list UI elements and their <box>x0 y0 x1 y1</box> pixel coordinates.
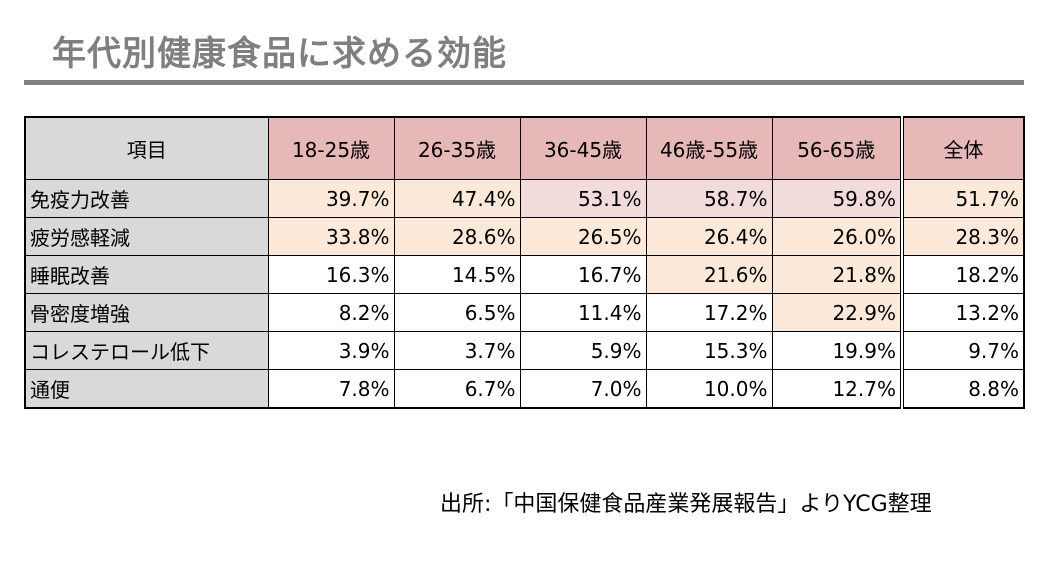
value-cell: 16.7% <box>519 255 647 294</box>
title-underline <box>24 80 1024 85</box>
value-cell: 16.3% <box>267 255 395 294</box>
value-cell: 47.4% <box>393 179 521 218</box>
table-row: 通便 7.8% 6.7% 7.0% 10.0% 12.7% 8.8% <box>24 369 1025 409</box>
column-header-age-56-65: 56-65歳 <box>771 116 903 180</box>
page-title: 年代別健康食品に求める効能 <box>52 34 507 74</box>
value-cell: 6.7% <box>393 369 521 409</box>
table-row: 睡眠改善 16.3% 14.5% 16.7% 21.6% 21.8% 18.2% <box>24 255 1025 294</box>
column-header-item: 項目 <box>24 116 269 180</box>
value-cell: 9.7% <box>900 331 1025 370</box>
value-cell: 21.8% <box>771 255 903 294</box>
table-row: 疲労感軽減 33.8% 28.6% 26.5% 26.4% 26.0% 28.3% <box>24 217 1025 256</box>
value-cell: 17.2% <box>645 293 773 332</box>
value-cell: 26.5% <box>519 217 647 256</box>
column-header-age-26-35: 26-35歳 <box>393 116 521 180</box>
value-cell: 58.7% <box>645 179 773 218</box>
value-cell: 3.9% <box>267 331 395 370</box>
efficacy-table: 項目 18-25歳 26-35歳 36-45歳 46歳-55歳 56-65歳 全… <box>24 116 1025 409</box>
value-cell: 53.1% <box>519 179 647 218</box>
value-cell: 18.2% <box>900 255 1025 294</box>
column-header-age-46-55: 46歳-55歳 <box>645 116 773 180</box>
value-cell: 26.0% <box>771 217 903 256</box>
value-cell: 33.8% <box>267 217 395 256</box>
row-label: コレステロール低下 <box>24 331 269 370</box>
value-cell: 22.9% <box>771 293 903 332</box>
row-label: 骨密度増強 <box>24 293 269 332</box>
column-header-age-18-25: 18-25歳 <box>267 116 395 180</box>
value-cell: 7.0% <box>519 369 647 409</box>
table-body: 免疫力改善 39.7% 47.4% 53.1% 58.7% 59.8% 51.7% 疲労感軽減… <box>24 179 1025 409</box>
table-row: 骨密度増強 8.2% 6.5% 11.4% 17.2% 22.9% 13.2% <box>24 293 1025 332</box>
value-cell: 15.3% <box>645 331 773 370</box>
value-cell: 39.7% <box>267 179 395 218</box>
value-cell: 8.2% <box>267 293 395 332</box>
value-cell: 28.3% <box>900 217 1025 256</box>
value-cell: 3.7% <box>393 331 521 370</box>
table-row: コレステロール低下 3.9% 3.7% 5.9% 15.3% 19.9% 9.7% <box>24 331 1025 370</box>
row-label: 疲労感軽減 <box>24 217 269 256</box>
value-cell: 7.8% <box>267 369 395 409</box>
value-cell: 26.4% <box>645 217 773 256</box>
value-cell: 14.5% <box>393 255 521 294</box>
table-row: 免疫力改善 39.7% 47.4% 53.1% 58.7% 59.8% 51.7% <box>24 179 1025 218</box>
value-cell: 13.2% <box>900 293 1025 332</box>
value-cell: 11.4% <box>519 293 647 332</box>
value-cell: 51.7% <box>900 179 1025 218</box>
value-cell: 5.9% <box>519 331 647 370</box>
value-cell: 59.8% <box>771 179 903 218</box>
value-cell: 21.6% <box>645 255 773 294</box>
value-cell: 28.6% <box>393 217 521 256</box>
row-label: 睡眠改善 <box>24 255 269 294</box>
value-cell: 8.8% <box>900 369 1025 409</box>
header-row: 項目 18-25歳 26-35歳 36-45歳 46歳-55歳 56-65歳 全… <box>24 116 1025 180</box>
value-cell: 12.7% <box>771 369 903 409</box>
value-cell: 19.9% <box>771 331 903 370</box>
value-cell: 6.5% <box>393 293 521 332</box>
column-header-total: 全体 <box>900 116 1025 180</box>
row-label: 通便 <box>24 369 269 409</box>
source-note: 出所:「中国保健食品産業発展報告」よりYCG整理 <box>440 492 932 517</box>
row-label: 免疫力改善 <box>24 179 269 218</box>
value-cell: 10.0% <box>645 369 773 409</box>
column-header-age-36-45: 36-45歳 <box>519 116 647 180</box>
